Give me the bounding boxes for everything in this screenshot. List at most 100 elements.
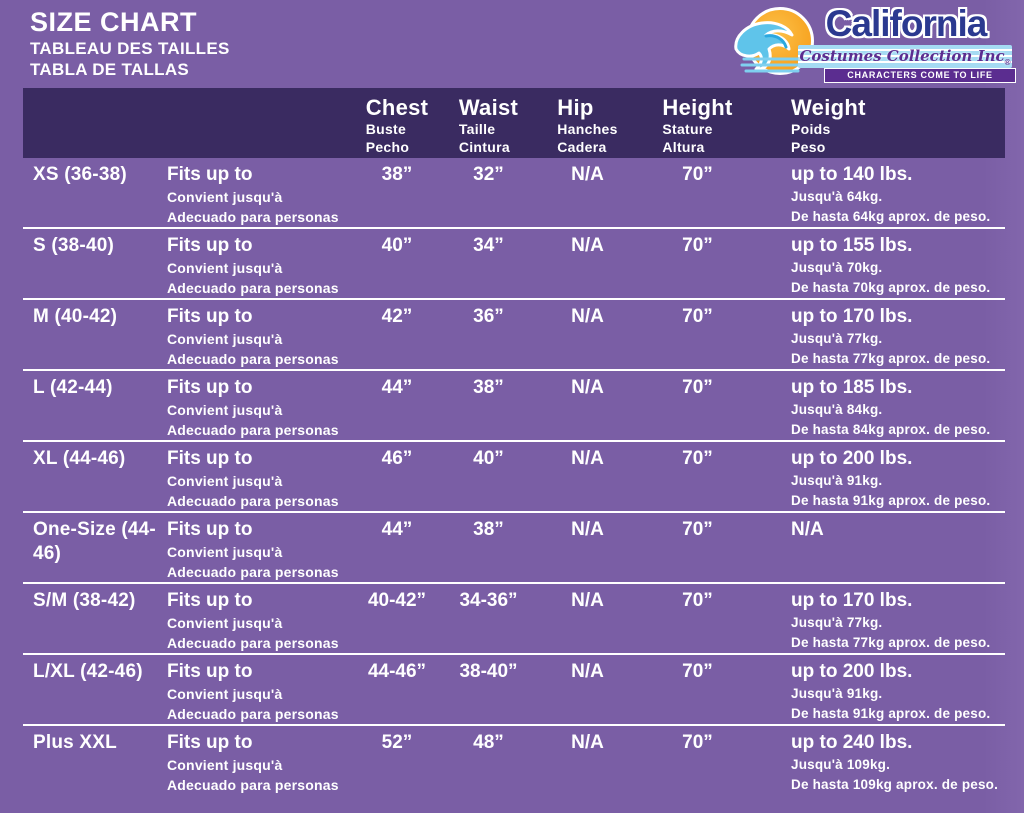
fits-cell: Fits up to Convient jusqu'à Adecuado par…	[167, 731, 352, 795]
height-value: 70”	[682, 306, 713, 327]
weight-es: De hasta 64kg aprox. de peso.	[791, 209, 991, 224]
column-label-fr: Taille	[458, 121, 496, 137]
table-row: L (42-44) Fits up to Convient jusqu'à Ad…	[23, 369, 1005, 440]
column-header-chest: Chest Buste Pecho	[352, 96, 442, 158]
column-header-weight: Weight Poids Peso	[755, 96, 1005, 158]
chest-value: 44”	[381, 519, 413, 540]
weight-cell: up to 200 lbs. Jusqu'à 91kg. De hasta 91…	[755, 660, 1005, 724]
weight-es: De hasta 84kg aprox. de peso.	[791, 422, 991, 437]
fits-label-fr: Convient jusqu'à	[167, 189, 283, 205]
weight-cell: up to 170 lbs. Jusqu'à 77kg. De hasta 77…	[755, 305, 1005, 369]
weight-cell: up to 155 lbs. Jusqu'à 70kg. De hasta 70…	[755, 234, 1005, 298]
fits-label-en: Fits up to	[167, 306, 253, 327]
weight-es: De hasta 77kg aprox. de peso.	[791, 351, 991, 366]
weight-es: De hasta 91kg aprox. de peso.	[791, 706, 991, 721]
height-value: 70”	[682, 590, 713, 611]
hip-value: N/A	[571, 164, 604, 185]
weight-fr: Jusqu'à 77kg.	[791, 331, 883, 346]
weight-en: up to 140 lbs.	[791, 164, 913, 185]
size-label: S/M (38-42)	[33, 590, 136, 611]
weight-fr: Jusqu'à 109kg.	[791, 757, 891, 772]
column-label-en: Waist	[458, 95, 519, 120]
fits-cell: Fits up to Convient jusqu'à Adecuado par…	[167, 305, 352, 369]
column-header-height: Height Stature Altura	[640, 96, 755, 158]
table-row: S/M (38-42) Fits up to Convient jusqu'à …	[23, 582, 1005, 653]
waist-value: 38”	[473, 519, 504, 540]
weight-en: up to 240 lbs.	[791, 732, 913, 753]
height-value: 70”	[682, 377, 713, 398]
fits-label-en: Fits up to	[167, 448, 253, 469]
waist-value: 32”	[473, 164, 504, 185]
weight-cell: up to 185 lbs. Jusqu'à 84kg. De hasta 84…	[755, 376, 1005, 440]
fits-label-fr: Convient jusqu'à	[167, 544, 283, 560]
chest-value: 46”	[381, 448, 413, 469]
fits-label-fr: Convient jusqu'à	[167, 402, 283, 418]
fits-label-fr: Convient jusqu'à	[167, 473, 283, 489]
weight-es: De hasta 109kg aprox. de peso.	[791, 777, 999, 792]
fits-label-es: Adecuado para personas	[167, 280, 339, 296]
weight-en: up to 170 lbs.	[791, 306, 913, 327]
table-row: XS (36-38) Fits up to Convient jusqu'à A…	[23, 158, 1005, 227]
table-row: M (40-42) Fits up to Convient jusqu'à Ad…	[23, 298, 1005, 369]
weight-fr: Jusqu'à 91kg.	[791, 686, 883, 701]
table-row: S (38-40) Fits up to Convient jusqu'à Ad…	[23, 227, 1005, 298]
hip-value: N/A	[571, 590, 604, 611]
weight-cell: up to 200 lbs. Jusqu'à 91kg. De hasta 91…	[755, 447, 1005, 511]
column-header-waist: Waist Taille Cintura	[442, 96, 535, 158]
chest-value: 44”	[381, 377, 413, 398]
weight-fr: Jusqu'à 70kg.	[791, 260, 883, 275]
height-value: 70”	[682, 519, 713, 540]
fits-label-es: Adecuado para personas	[167, 564, 339, 580]
fits-cell: Fits up to Convient jusqu'à Adecuado par…	[167, 163, 352, 227]
fits-label-en: Fits up to	[167, 164, 253, 185]
chest-value: 40-42”	[367, 590, 427, 611]
column-label-fr: Stature	[662, 121, 713, 137]
size-label: XL (44-46)	[33, 448, 126, 469]
weight-cell: N/A	[755, 518, 1005, 582]
fits-cell: Fits up to Convient jusqu'à Adecuado par…	[167, 447, 352, 511]
column-label-es: Peso	[791, 139, 826, 155]
column-label-es: Cadera	[557, 139, 607, 155]
fits-label-en: Fits up to	[167, 732, 253, 753]
weight-cell: up to 170 lbs. Jusqu'à 77kg. De hasta 77…	[755, 589, 1005, 653]
size-label: XS (36-38)	[33, 164, 127, 185]
header-spacer-size	[27, 96, 167, 158]
weight-fr: Jusqu'à 64kg.	[791, 189, 883, 204]
chest-value: 40”	[381, 235, 413, 256]
waist-value: 36”	[473, 306, 504, 327]
size-label: Plus XXL	[33, 732, 117, 753]
fits-label-es: Adecuado para personas	[167, 209, 339, 225]
registered-mark: ®	[1004, 58, 1011, 67]
fits-label-es: Adecuado para personas	[167, 351, 339, 367]
hip-value: N/A	[571, 661, 604, 682]
hip-value: N/A	[571, 519, 604, 540]
table-row: L/XL (42-46) Fits up to Convient jusqu'à…	[23, 653, 1005, 724]
weight-cell: up to 140 lbs. Jusqu'à 64kg. De hasta 64…	[755, 163, 1005, 227]
waist-value: 34-36”	[459, 590, 518, 611]
page-subtitle-es: TABLA DE TALLAS	[30, 60, 190, 79]
hip-value: N/A	[571, 732, 604, 753]
chest-value: 38”	[381, 164, 413, 185]
chest-value: 52”	[381, 732, 413, 753]
fits-label-fr: Convient jusqu'à	[167, 686, 283, 702]
fits-label-fr: Convient jusqu'à	[167, 331, 283, 347]
waist-value: 38”	[473, 377, 504, 398]
height-value: 70”	[682, 661, 713, 682]
size-label: L (42-44)	[33, 377, 113, 398]
brand-logo: California Costumes Collection Inc® CHAR…	[734, 3, 1018, 83]
column-label-en: Hip	[557, 95, 594, 120]
weight-fr: Jusqu'à 91kg.	[791, 473, 883, 488]
fits-label-fr: Convient jusqu'à	[167, 757, 283, 773]
height-value: 70”	[682, 235, 713, 256]
size-label: S (38-40)	[33, 235, 115, 256]
table-row: Plus XXL Fits up to Convient jusqu'à Ade…	[23, 724, 1005, 795]
page-subtitle-fr: TABLEAU DES TAILLES	[30, 39, 230, 58]
waist-value: 34”	[473, 235, 504, 256]
fits-cell: Fits up to Convient jusqu'à Adecuado par…	[167, 589, 352, 653]
fits-cell: Fits up to Convient jusqu'à Adecuado par…	[167, 518, 352, 582]
hip-value: N/A	[571, 306, 604, 327]
column-label-es: Pecho	[365, 139, 410, 155]
size-label: L/XL (42-46)	[33, 661, 143, 682]
size-label: M (40-42)	[33, 306, 118, 327]
